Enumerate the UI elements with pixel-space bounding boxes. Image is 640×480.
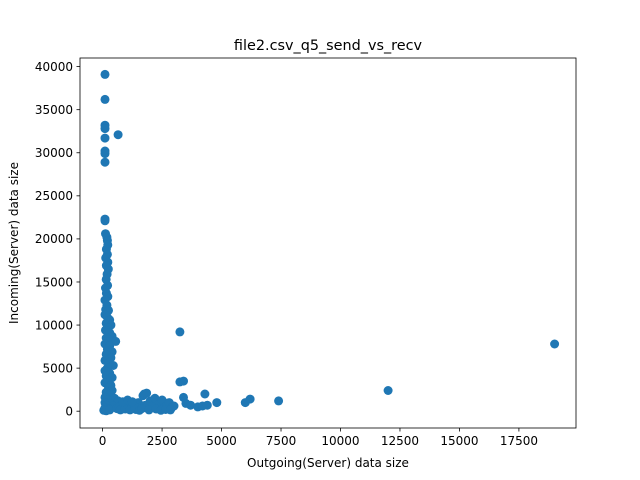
y-tick-label: 10000	[35, 318, 73, 332]
y-tick-label: 25000	[35, 189, 73, 203]
x-tick-label: 10000	[321, 434, 359, 448]
y-tick-label: 15000	[35, 275, 73, 289]
data-point	[100, 69, 110, 79]
x-tick-label: 15000	[440, 434, 478, 448]
data-point	[550, 339, 560, 349]
data-point	[113, 130, 123, 140]
y-axis-ticks: 0 5000 10000 15000 20000 25000 30000 35000 40000	[35, 60, 80, 419]
data-point	[274, 396, 284, 406]
data-point	[100, 216, 110, 226]
data-point	[137, 404, 147, 414]
data-point	[142, 388, 152, 398]
data-point	[127, 397, 137, 407]
x-axis-label: Outgoing(Server) data size	[247, 456, 409, 470]
data-point	[212, 398, 222, 408]
x-tick-label: 2500	[147, 434, 178, 448]
x-tick-label: 17500	[500, 434, 538, 448]
y-tick-label: 30000	[35, 146, 73, 160]
data-point	[383, 386, 393, 395]
x-tick-label: 5000	[206, 434, 237, 448]
y-tick-label: 20000	[35, 232, 73, 246]
data-point	[179, 376, 188, 386]
data-point	[100, 149, 110, 159]
x-tick-label: 7500	[266, 434, 297, 448]
y-tick-label: 35000	[35, 103, 73, 117]
data-point	[202, 400, 212, 410]
data-point	[245, 394, 255, 404]
data-point	[165, 405, 175, 415]
data-point	[100, 133, 110, 143]
data-point	[100, 157, 110, 167]
plot-frame	[79, 57, 577, 429]
data-point	[175, 327, 185, 337]
data-points	[99, 69, 560, 416]
data-point	[100, 94, 110, 104]
y-tick-label: 5000	[42, 361, 73, 375]
y-tick-label: 40000	[35, 60, 73, 74]
chart-title: file2.csv_q5_send_vs_recv	[234, 38, 423, 54]
x-tick-label: 12500	[381, 434, 419, 448]
y-tick-label: 0	[65, 405, 73, 419]
y-axis-label: Incoming(Server) data size	[7, 162, 21, 324]
x-axis-ticks: 0 2500 5000 7500 10000 12500 15000 17500	[99, 428, 538, 448]
data-point	[105, 405, 115, 415]
data-point	[200, 389, 210, 399]
x-tick-label: 0	[99, 434, 107, 448]
data-point	[100, 124, 110, 134]
data-point	[186, 400, 196, 410]
data-point	[144, 405, 154, 415]
